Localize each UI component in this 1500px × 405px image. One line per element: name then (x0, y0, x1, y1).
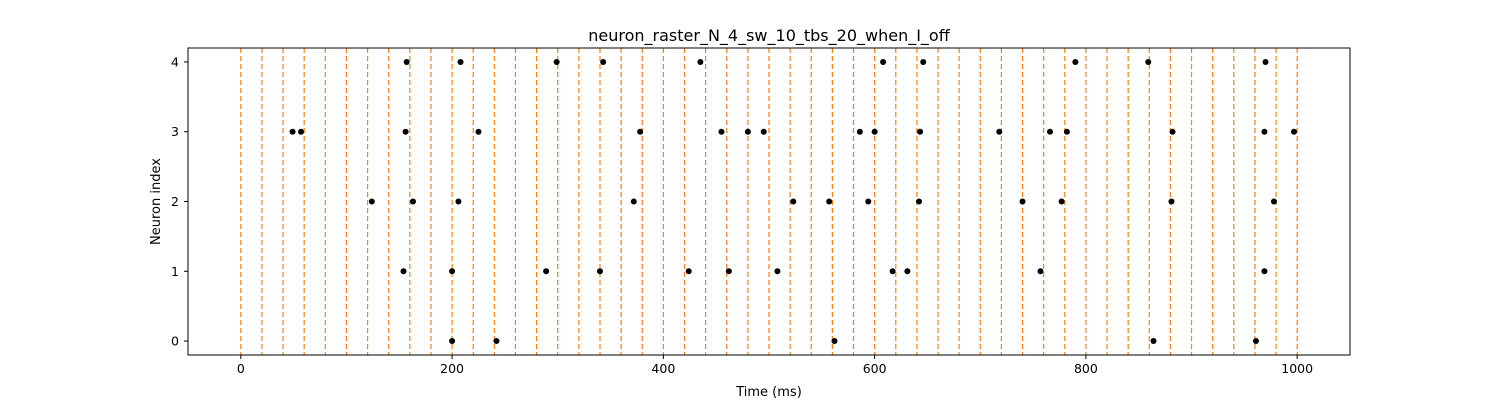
spike-point-0-7 (543, 268, 550, 275)
spike-point-0-37 (871, 128, 878, 135)
spike-point-0-29 (298, 128, 305, 135)
x-tick-label-2: 400 (651, 361, 675, 376)
spike-point-0-44 (1291, 128, 1298, 135)
y-tick-label-2: 2 (171, 194, 179, 209)
spike-point-0-20 (790, 198, 797, 205)
vlines-layer (240, 48, 1298, 355)
spike-point-0-35 (760, 128, 767, 135)
y-axis-label: Neuron index (149, 158, 164, 245)
y-tick-label-0: 0 (171, 334, 179, 349)
spike-point-0-51 (920, 58, 927, 65)
spike-point-0-32 (637, 128, 644, 135)
spike-point-0-16 (368, 198, 375, 205)
spike-point-0-25 (1058, 198, 1065, 205)
spike-point-0-53 (1145, 58, 1152, 65)
y-tick-label-3: 3 (171, 124, 179, 139)
spike-point-0-28 (289, 128, 296, 135)
spike-point-0-9 (685, 268, 692, 275)
spike-point-0-48 (600, 58, 607, 65)
spike-point-0-3 (1150, 338, 1157, 345)
x-axis-label: Time (ms) (735, 385, 802, 400)
spike-point-0-2 (831, 338, 838, 345)
chart-title: neuron_raster_N_4_sw_10_tbs_20_when_I_of… (588, 26, 950, 46)
points-layer (289, 58, 1298, 345)
x-tick-label-5: 1000 (1281, 361, 1313, 376)
spike-point-0-47 (553, 58, 560, 65)
spike-point-0-45 (403, 58, 410, 65)
spike-point-0-22 (865, 198, 872, 205)
spike-point-0-26 (1168, 198, 1175, 205)
spike-point-0-27 (1270, 198, 1277, 205)
spike-point-0-39 (996, 128, 1003, 135)
spike-point-0-52 (1072, 58, 1079, 65)
spike-point-0-6 (449, 268, 456, 275)
spike-point-0-18 (455, 198, 462, 205)
x-tick-label-1: 200 (440, 361, 464, 376)
spike-point-0-15 (1261, 268, 1268, 275)
spike-point-0-54 (1262, 58, 1269, 65)
spike-point-0-31 (475, 128, 482, 135)
spike-point-0-0 (449, 338, 456, 345)
spike-point-0-12 (889, 268, 896, 275)
spike-point-0-50 (880, 58, 887, 65)
spike-point-0-38 (917, 128, 924, 135)
x-axis-ticks: 0 200 400 600 800 1000 (237, 355, 1313, 376)
spike-point-0-1 (493, 338, 500, 345)
spike-point-0-10 (725, 268, 732, 275)
spike-point-0-13 (904, 268, 911, 275)
spike-point-0-8 (596, 268, 603, 275)
x-tick-label-0: 0 (237, 361, 245, 376)
spike-point-0-41 (1063, 128, 1070, 135)
spike-point-0-30 (402, 128, 409, 135)
spike-point-0-43 (1261, 128, 1268, 135)
spike-point-0-14 (1037, 268, 1044, 275)
spike-point-0-21 (826, 198, 833, 205)
spike-point-0-40 (1046, 128, 1053, 135)
spike-point-0-24 (1019, 198, 1026, 205)
spike-point-0-17 (410, 198, 417, 205)
spike-point-0-23 (916, 198, 923, 205)
spike-point-0-46 (457, 58, 464, 65)
spike-point-0-5 (400, 268, 407, 275)
spike-point-0-4 (1252, 338, 1259, 345)
y-axis-ticks: 0 1 2 3 4 (171, 54, 188, 349)
spike-point-0-36 (856, 128, 863, 135)
spike-point-0-42 (1169, 128, 1176, 135)
spike-point-0-11 (774, 268, 781, 275)
x-tick-label-4: 800 (1074, 361, 1098, 376)
spike-point-0-49 (697, 58, 704, 65)
spike-point-0-33 (718, 128, 725, 135)
y-tick-label-1: 1 (171, 264, 179, 279)
y-tick-label-4: 4 (171, 54, 179, 69)
spike-point-0-19 (630, 198, 637, 205)
x-tick-label-3: 600 (863, 361, 887, 376)
spike-point-0-34 (744, 128, 751, 135)
